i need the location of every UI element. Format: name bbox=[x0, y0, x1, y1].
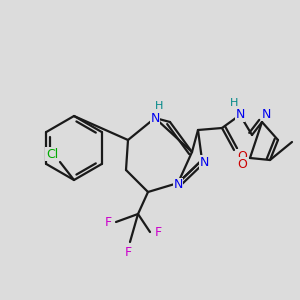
Text: F: F bbox=[124, 245, 132, 259]
Text: N: N bbox=[150, 112, 160, 124]
Text: N: N bbox=[261, 107, 271, 121]
Text: Cl: Cl bbox=[46, 148, 58, 160]
Text: F: F bbox=[104, 215, 112, 229]
Text: N: N bbox=[235, 109, 245, 122]
Text: H: H bbox=[230, 98, 238, 108]
Text: N: N bbox=[173, 178, 183, 191]
Text: O: O bbox=[237, 149, 247, 163]
Text: H: H bbox=[155, 101, 163, 111]
Text: N: N bbox=[199, 155, 209, 169]
Text: F: F bbox=[154, 226, 162, 238]
Text: O: O bbox=[237, 158, 247, 170]
